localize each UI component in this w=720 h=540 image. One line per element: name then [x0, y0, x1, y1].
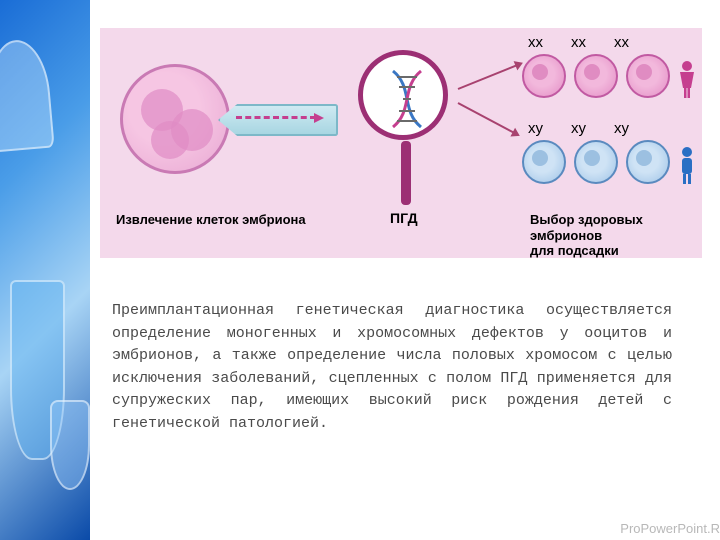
- flask-shape: [0, 38, 55, 153]
- body-paragraph: Преимплантационная генетическая диагност…: [112, 300, 672, 435]
- left-background-photo: [0, 0, 90, 540]
- male-embryo-icon: [626, 140, 670, 184]
- fork-arrow-up-icon: [458, 64, 518, 90]
- xy-cell-row: [522, 140, 670, 184]
- chromosome-label: xy: [571, 120, 586, 137]
- chromosome-label: xy: [614, 120, 629, 137]
- xx-cell-row: [522, 54, 670, 98]
- embryo-cell-icon: [120, 64, 230, 174]
- female-embryo-icon: [626, 54, 670, 98]
- select-label: Выбор здоровых эмбрионов для подсадки: [530, 212, 702, 259]
- extract-label: Извлечение клеток эмбриона: [116, 212, 306, 227]
- xy-label-row: xy xy xy: [528, 120, 629, 137]
- chromosome-label: xx: [571, 34, 586, 51]
- flask-shape: [50, 400, 90, 490]
- male-embryo-icon: [522, 140, 566, 184]
- female-person-icon: [676, 60, 698, 105]
- dashed-arrow-icon: [236, 116, 316, 124]
- chromosome-label: xy: [528, 120, 543, 137]
- xx-label-row: xx xx xx: [528, 34, 629, 51]
- chromosome-label: xx: [614, 34, 629, 51]
- male-person-icon: [676, 146, 698, 191]
- fork-arrow-down-icon: [458, 102, 515, 134]
- magnifier-icon: [358, 50, 448, 140]
- pgd-diagram: xx xx xx xy xy xy Извлечение клеток э: [100, 28, 702, 258]
- chromosome-label: xx: [528, 34, 543, 51]
- female-embryo-icon: [574, 54, 618, 98]
- pgd-label: ПГД: [390, 210, 418, 226]
- watermark-text: ProPowerPoint.R: [620, 521, 720, 536]
- male-embryo-icon: [574, 140, 618, 184]
- dna-icon: [385, 67, 429, 131]
- female-embryo-icon: [522, 54, 566, 98]
